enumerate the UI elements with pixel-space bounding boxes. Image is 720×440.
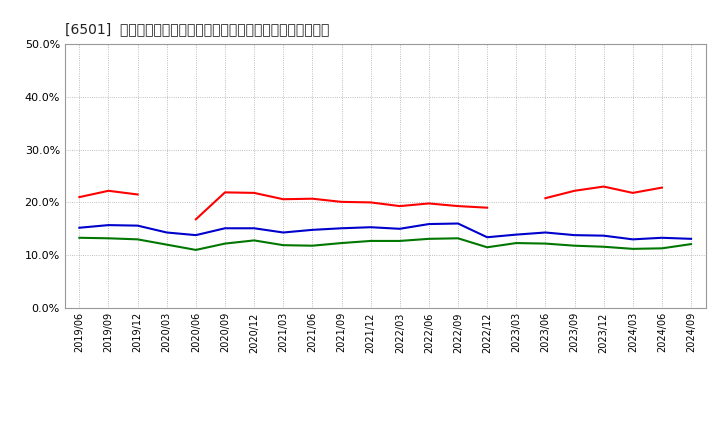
買入債務: [133, 237, 142, 242]
買入債務: [512, 240, 521, 246]
在庫: [220, 226, 229, 231]
買入債務: [541, 241, 550, 246]
買入債務: [687, 242, 696, 247]
買入債務: [395, 238, 404, 244]
買入債務: [192, 247, 200, 253]
売上債権: [104, 188, 113, 194]
在庫: [395, 226, 404, 231]
在庫: [570, 232, 579, 238]
買入債務: [104, 236, 113, 241]
買入債務: [163, 242, 171, 247]
買入債務: [629, 246, 637, 252]
買入債務: [308, 243, 317, 248]
買入債務: [425, 236, 433, 242]
在庫: [75, 225, 84, 231]
在庫: [425, 221, 433, 227]
買入債務: [483, 245, 492, 250]
在庫: [454, 221, 462, 226]
在庫: [250, 226, 258, 231]
在庫: [133, 223, 142, 228]
買入債務: [250, 238, 258, 243]
在庫: [599, 233, 608, 238]
在庫: [629, 237, 637, 242]
在庫: [337, 226, 346, 231]
在庫: [279, 230, 287, 235]
Line: 買入債務: 買入債務: [79, 238, 691, 250]
在庫: [483, 235, 492, 240]
在庫: [163, 230, 171, 235]
在庫: [512, 232, 521, 237]
在庫: [104, 223, 113, 228]
買入債務: [366, 238, 375, 244]
売上債権: [133, 192, 142, 197]
買入債務: [220, 241, 229, 246]
買入債務: [570, 243, 579, 248]
買入債務: [279, 242, 287, 248]
在庫: [308, 227, 317, 232]
買入債務: [337, 240, 346, 246]
Text: [6501]  売上債権、在庫、買入債務の総資産に対する比率の推移: [6501] 売上債権、在庫、買入債務の総資産に対する比率の推移: [65, 22, 329, 36]
買入債務: [454, 236, 462, 241]
Line: 売上債権: 売上債権: [79, 191, 138, 197]
買入債務: [599, 244, 608, 249]
在庫: [687, 236, 696, 242]
Line: 在庫: 在庫: [79, 224, 691, 239]
在庫: [657, 235, 666, 240]
在庫: [366, 224, 375, 230]
在庫: [541, 230, 550, 235]
在庫: [192, 232, 200, 238]
売上債権: [75, 194, 84, 200]
買入債務: [657, 246, 666, 251]
買入債務: [75, 235, 84, 240]
